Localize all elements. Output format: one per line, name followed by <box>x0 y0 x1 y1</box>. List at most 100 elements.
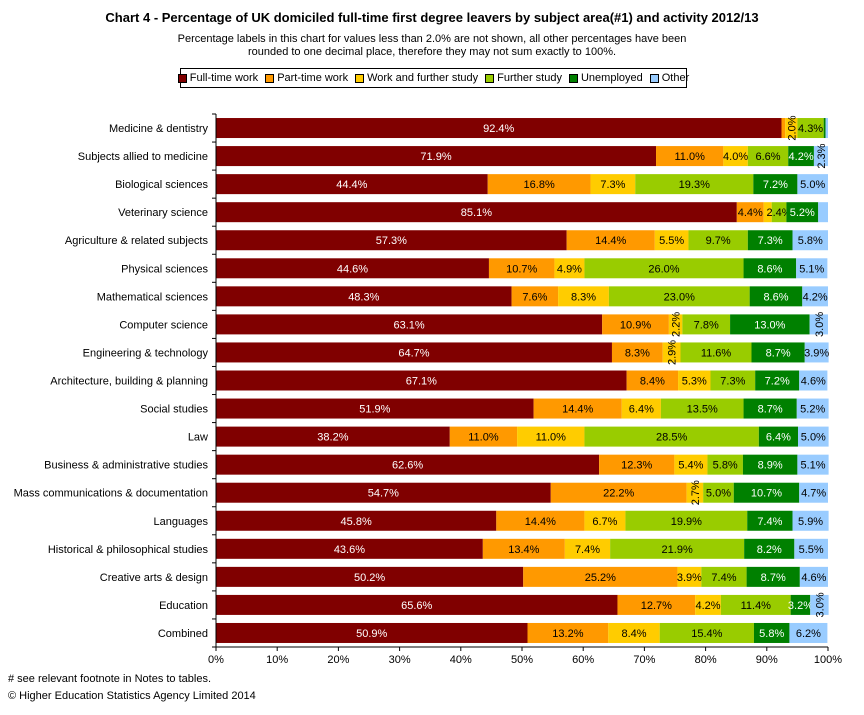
bar-segment <box>747 146 789 167</box>
bar-segment <box>792 230 828 251</box>
legend-swatch <box>355 73 365 83</box>
bar-segment <box>554 258 585 279</box>
data-label: 5.2% <box>790 207 815 219</box>
bar-segment <box>216 314 603 335</box>
data-label: 63.1% <box>393 319 424 331</box>
bar-segment <box>621 398 661 419</box>
bar-segment <box>216 146 657 167</box>
data-label: 6.4% <box>629 404 654 416</box>
bar-segment <box>550 482 687 503</box>
data-label: 8.4% <box>621 628 646 640</box>
bar-segment <box>753 174 798 195</box>
data-label: 5.4% <box>678 460 703 472</box>
data-label: 11.6% <box>701 347 732 359</box>
data-label: 8.2% <box>757 544 782 556</box>
bar-segment <box>584 426 759 447</box>
legend-item: Part-time work <box>265 72 348 84</box>
bar-segment <box>216 342 612 363</box>
data-label: 85.1% <box>461 207 492 219</box>
data-label: 38.2% <box>317 432 348 444</box>
bar-segment <box>216 286 512 307</box>
data-label: 7.3% <box>758 235 783 247</box>
category-label: Social studies <box>140 404 208 416</box>
bar-segment <box>216 538 483 559</box>
x-tick-label: 100% <box>814 654 842 666</box>
bar-segment <box>625 510 748 531</box>
data-label: 92.4% <box>483 123 514 135</box>
bar-segment <box>730 314 810 335</box>
data-label: 5.8% <box>759 628 784 640</box>
category-label: Physical sciences <box>121 263 208 275</box>
data-label: 8.7% <box>766 347 791 359</box>
bar-segment <box>733 482 800 503</box>
data-label: 5.5% <box>659 235 684 247</box>
bar-segment <box>626 370 679 391</box>
data-label: 7.6% <box>522 291 547 303</box>
bar-segment <box>482 538 565 559</box>
data-label: 2.2% <box>671 312 683 337</box>
data-label: 16.8% <box>524 179 555 191</box>
bar-segment <box>799 482 828 503</box>
data-label: 6.4% <box>766 432 791 444</box>
category-label: Computer science <box>119 319 208 331</box>
data-label: 4.6% <box>801 572 826 584</box>
bar-segment <box>763 202 772 223</box>
legend-item: Other <box>649 72 690 84</box>
data-label: 7.8% <box>694 319 719 331</box>
bar-segment <box>487 174 591 195</box>
data-label: 4.0% <box>723 151 748 163</box>
data-label: 4.4% <box>738 207 763 219</box>
bar-segment <box>584 510 626 531</box>
category-label: Mass communications & documentation <box>14 488 208 500</box>
legend-item: Work and further study <box>355 72 478 84</box>
data-label: 51.9% <box>359 404 390 416</box>
data-label: 21.9% <box>662 544 693 556</box>
category-label: Education <box>159 600 208 612</box>
legend-label: Other <box>661 72 690 84</box>
data-label: 8.3% <box>571 291 596 303</box>
data-label: 4.9% <box>557 263 582 275</box>
bar-segment <box>797 174 828 195</box>
data-label: 3.0% <box>814 312 826 337</box>
x-tick-label: 60% <box>572 654 594 666</box>
chart-subtitle: Percentage labels in this chart for valu… <box>177 33 687 58</box>
category-label: Agriculture & related subjects <box>65 235 209 247</box>
legend-item: Full-time work <box>177 72 258 84</box>
bar-segment <box>216 118 782 139</box>
data-label: 5.8% <box>713 460 738 472</box>
copyright: © Higher Education Statistics Agency Lim… <box>8 690 256 702</box>
data-label: 48.3% <box>348 291 379 303</box>
data-label: 10.7% <box>506 263 537 275</box>
bar-segment <box>798 426 829 447</box>
bar-segment <box>755 370 800 391</box>
category-label: Historical & philosophical studies <box>48 544 209 556</box>
data-label: 54.7% <box>368 488 399 500</box>
data-label: 50.2% <box>354 572 385 584</box>
data-label: 2.3% <box>816 143 828 168</box>
data-label: 6.2% <box>796 628 821 640</box>
bar-segment <box>799 566 828 587</box>
data-label: 10.7% <box>751 488 782 500</box>
bar-segment <box>747 230 793 251</box>
data-label: 4.2% <box>789 151 814 163</box>
data-label: 7.4% <box>757 516 782 528</box>
bar-segment <box>216 202 737 223</box>
bar-segment <box>695 594 721 615</box>
data-label: 62.6% <box>392 460 423 472</box>
bar-segment <box>810 594 829 615</box>
bar-segment <box>720 594 791 615</box>
bar-segment <box>674 454 708 475</box>
x-tick-label: 50% <box>511 654 533 666</box>
x-tick-label: 0% <box>208 654 224 666</box>
data-label: 3.9% <box>677 572 702 584</box>
bar-segment <box>701 566 747 587</box>
data-label: 2.4% <box>767 207 792 219</box>
data-label: 13.5% <box>687 404 718 416</box>
x-tick-label: 40% <box>450 654 472 666</box>
data-label: 2.7% <box>690 480 702 505</box>
data-label: 5.9% <box>798 516 823 528</box>
data-label: 19.3% <box>679 179 710 191</box>
legend-item: Unemployed <box>568 72 643 84</box>
category-label: Biological sciences <box>115 179 208 191</box>
